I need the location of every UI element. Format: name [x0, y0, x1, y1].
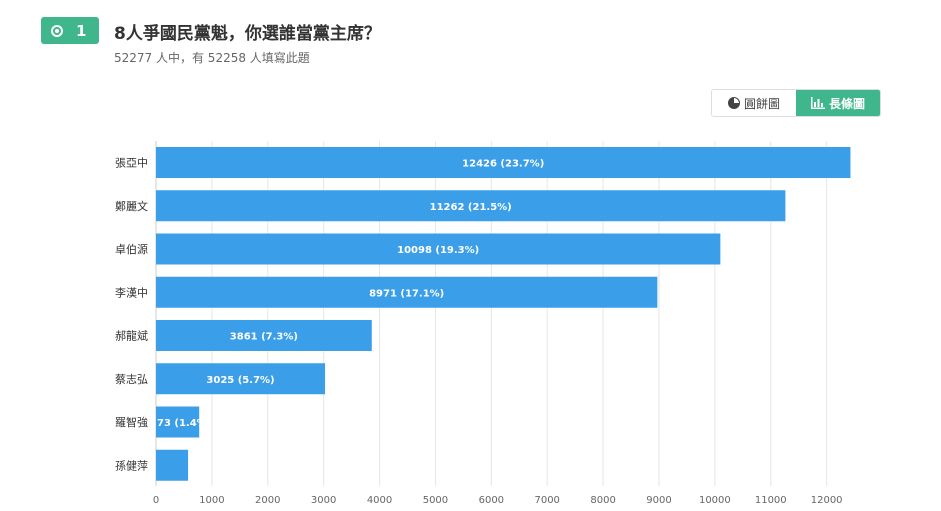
x-tick-label: 9000	[646, 495, 671, 506]
x-tick-label: 1000	[199, 495, 224, 506]
x-tick-label: 6000	[479, 495, 504, 506]
bar	[156, 190, 786, 222]
x-tick-label: 12000	[811, 495, 843, 506]
chart-type-toggle: 圓餅圖 長條圖	[711, 89, 881, 117]
bar	[156, 406, 200, 438]
response-count: 52277 人中，有 52258 人填寫此題	[114, 51, 310, 65]
bar	[156, 233, 721, 265]
x-tick-label: 8000	[590, 495, 615, 506]
bar-value-label: 12426 (23.7%)	[462, 159, 544, 170]
radio-icon	[51, 24, 63, 37]
category-label: 李漢中	[115, 285, 148, 299]
bar-value-label: 8971 (17.1%)	[369, 288, 444, 299]
category-label: 張亞中	[115, 157, 148, 170]
category-label: 羅智強	[115, 415, 148, 429]
bar-value-label: 73 (1.4%	[157, 418, 207, 429]
bar	[156, 363, 326, 395]
x-tick-label: 4000	[367, 495, 392, 506]
bar-value-label: 3025 (5.7%)	[206, 375, 274, 386]
bar	[156, 147, 851, 178]
bar-chart-label: 長條圖	[828, 96, 865, 111]
category-label: 孫健萍	[115, 459, 148, 472]
x-tick-label: 0	[153, 495, 159, 506]
bar-value-label: 3861 (7.3%)	[230, 332, 298, 343]
bar	[156, 320, 372, 351]
question-title: 8人爭國民黨魁，你選誰當黨主席？	[114, 24, 381, 44]
bar-value-label: 10098 (19.3%)	[397, 245, 479, 256]
bar	[156, 449, 189, 481]
pie-chart-icon	[727, 97, 740, 109]
x-tick-label: 3000	[311, 495, 336, 506]
x-tick-label: 5000	[423, 495, 448, 506]
x-tick-label: 10000	[699, 495, 731, 506]
x-tick-label: 2000	[255, 495, 280, 506]
bar-chart-icon	[810, 97, 825, 109]
category-label: 卓伯源	[115, 242, 148, 256]
category-label: 郝龍斌	[115, 329, 148, 343]
question-number: 1	[76, 21, 87, 40]
bar-value-label: 11262 (21.5%)	[430, 202, 512, 213]
bar-chart-button[interactable]: 長條圖	[796, 90, 880, 116]
pie-chart-button[interactable]: 圓餅圖	[712, 90, 796, 116]
question-number-badge: 1	[41, 17, 99, 44]
category-label: 鄭麗文	[115, 199, 148, 213]
pie-chart-label: 圓餅圖	[743, 96, 780, 111]
x-tick-label: 7000	[534, 495, 559, 506]
x-tick-label: 11000	[755, 495, 787, 506]
category-label: 蔡志弘	[115, 373, 148, 386]
bar	[156, 276, 658, 308]
